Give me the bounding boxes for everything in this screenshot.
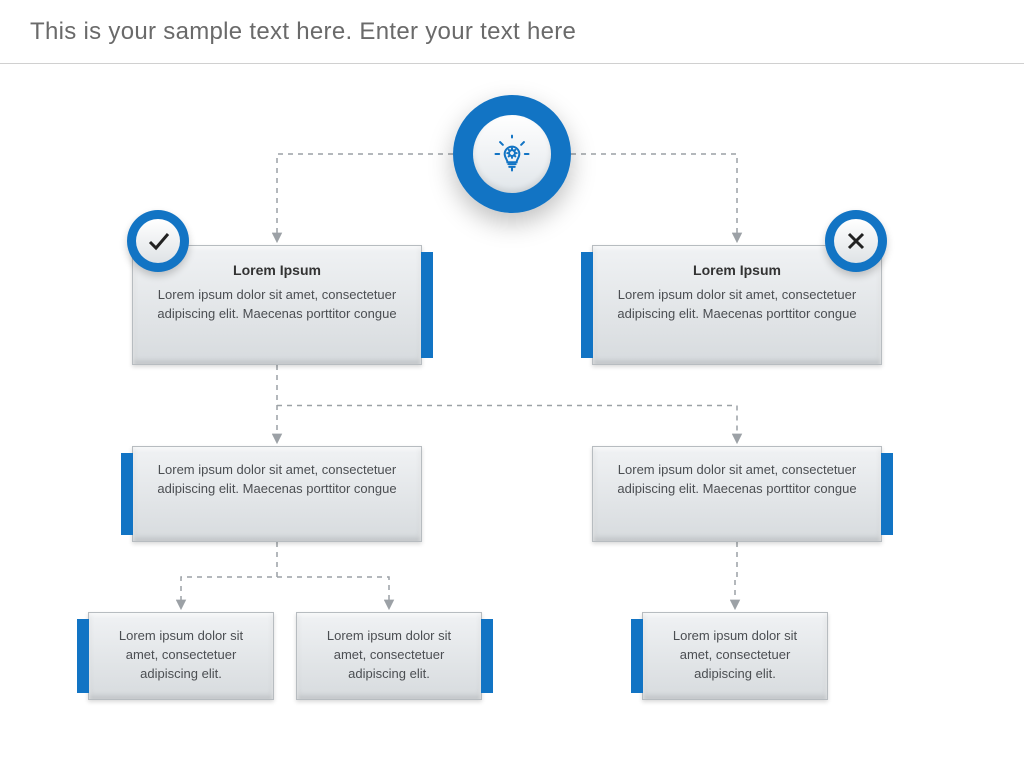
check-icon	[146, 229, 170, 253]
cross-icon	[844, 229, 868, 253]
left-child-panel: Lorem ipsum dolor sit amet, consectetuer…	[132, 446, 422, 542]
panel-body: Lorem ipsum dolor sit amet, consectetuer…	[615, 286, 859, 324]
panel-body: Lorem ipsum dolor sit amet, consectetuer…	[665, 627, 805, 684]
panel-heading: Lorem Ipsum	[155, 260, 399, 280]
root-node	[453, 95, 571, 213]
panel-body: Lorem ipsum dolor sit amet, consectetuer…	[155, 461, 399, 499]
panel-accent-tab	[881, 453, 893, 535]
right-grandchild-panel-0: Lorem ipsum dolor sit amet, consectetuer…	[642, 612, 828, 700]
panel-accent-tab	[581, 252, 593, 358]
badge-inner	[834, 219, 878, 263]
left-grandchild-panel-0: Lorem ipsum dolor sit amet, consectetuer…	[88, 612, 274, 700]
panel-body: Lorem ipsum dolor sit amet, consectetuer…	[319, 627, 459, 684]
panel-accent-tab	[421, 252, 433, 358]
panel-body: Lorem ipsum dolor sit amet, consectetuer…	[615, 461, 859, 499]
panel-body: Lorem ipsum dolor sit amet, consectetuer…	[155, 286, 399, 324]
left-grandchild-panel-1: Lorem ipsum dolor sit amet, consectetuer…	[296, 612, 482, 700]
lightbulb-gear-icon	[490, 132, 534, 176]
left-branch-panel: Lorem Ipsum Lorem ipsum dolor sit amet, …	[132, 245, 422, 365]
right-branch-panel: Lorem Ipsum Lorem ipsum dolor sit amet, …	[592, 245, 882, 365]
check-badge	[127, 210, 189, 272]
panel-heading: Lorem Ipsum	[615, 260, 859, 280]
root-node-inner	[473, 115, 551, 193]
badge-inner	[136, 219, 180, 263]
flowchart-canvas: Lorem Ipsum Lorem ipsum dolor sit amet, …	[0, 0, 1024, 768]
panel-accent-tab	[631, 619, 643, 693]
right-child-panel: Lorem ipsum dolor sit amet, consectetuer…	[592, 446, 882, 542]
panel-accent-tab	[121, 453, 133, 535]
panel-body: Lorem ipsum dolor sit amet, consectetuer…	[111, 627, 251, 684]
panel-accent-tab	[481, 619, 493, 693]
cross-badge	[825, 210, 887, 272]
panel-accent-tab	[77, 619, 89, 693]
